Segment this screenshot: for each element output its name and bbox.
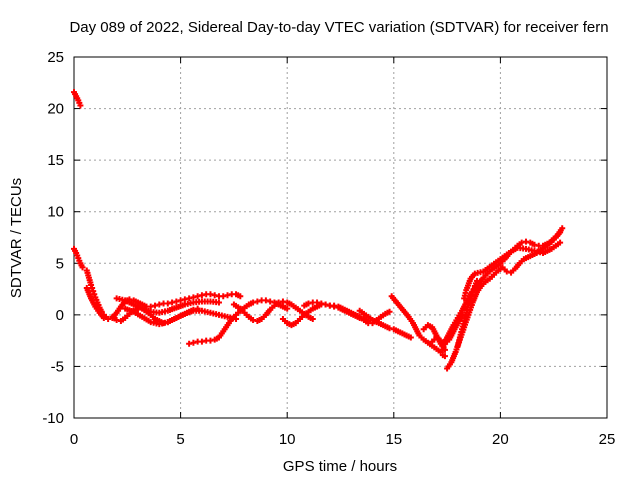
data-point — [77, 102, 84, 109]
x-axis-label: GPS time / hours — [283, 458, 397, 475]
data-point — [194, 293, 201, 300]
data-marks — [71, 89, 566, 372]
chart-title: Day 089 of 2022, Sidereal Day-to-day VTE… — [69, 19, 608, 36]
data-point — [305, 300, 312, 307]
data-point — [156, 301, 163, 308]
data-point — [224, 292, 231, 299]
data-point — [386, 325, 393, 332]
data-point — [557, 239, 564, 246]
data-point — [467, 295, 474, 302]
data-point — [194, 305, 201, 312]
data-point — [503, 268, 510, 275]
tick-labels: 0 5 10 15 20 25 -10 -5 0 5 10 15 20 25 — [42, 49, 615, 448]
data-point — [79, 264, 86, 271]
data-point — [190, 339, 197, 346]
data-point — [173, 298, 180, 305]
data-point — [237, 293, 244, 300]
data-point — [207, 337, 214, 344]
gridlines — [74, 57, 607, 418]
data-point — [518, 239, 525, 246]
data-point — [386, 308, 393, 315]
x-tick-label: 5 — [176, 431, 184, 448]
series-track-r — [461, 239, 564, 302]
data-point — [190, 306, 197, 313]
data-point — [470, 286, 477, 293]
series-track-l — [356, 307, 414, 341]
series-track-g — [109, 305, 201, 327]
data-point — [459, 311, 466, 318]
data-point — [250, 317, 257, 324]
data-point — [160, 320, 167, 327]
x-tick-label: 10 — [279, 431, 296, 448]
data-point — [522, 238, 529, 245]
data-point — [559, 225, 566, 232]
data-point — [468, 292, 475, 299]
data-point — [211, 292, 218, 299]
data-point — [220, 293, 227, 300]
series-track-k — [301, 299, 393, 327]
data-point — [322, 301, 329, 308]
data-point — [88, 281, 95, 288]
data-point — [207, 291, 214, 298]
y-tick-label: 5 — [56, 255, 64, 272]
series-track-a — [71, 89, 84, 109]
data-point — [331, 302, 338, 309]
data-point — [473, 277, 480, 284]
y-axis-label: SDTVAR / TECUs — [8, 178, 25, 298]
data-point — [198, 292, 205, 299]
series-track-s — [429, 311, 466, 347]
data-point — [198, 338, 205, 345]
data-point — [407, 334, 414, 341]
series-track-i — [230, 298, 316, 325]
series-track-q — [454, 277, 480, 349]
data-point — [169, 299, 176, 306]
data-point — [465, 301, 472, 308]
data-point — [318, 300, 325, 307]
data-point — [531, 241, 538, 248]
data-point — [469, 289, 476, 296]
series-track-e — [113, 295, 222, 316]
data-point — [186, 340, 193, 347]
data-point — [215, 299, 222, 306]
data-point — [181, 296, 188, 303]
data-point — [250, 299, 257, 306]
data-point — [177, 297, 184, 304]
data-point — [314, 299, 321, 306]
x-tick-label: 0 — [70, 431, 78, 448]
x-tick-label: 20 — [492, 431, 509, 448]
data-point — [190, 294, 197, 301]
y-tick-label: 25 — [47, 49, 64, 66]
series-track-b — [71, 245, 86, 271]
y-tick-label: 20 — [47, 101, 64, 118]
data-point — [113, 317, 120, 324]
y-tick-label: -10 — [42, 410, 64, 427]
y-tick-label: 15 — [47, 152, 64, 169]
data-point — [267, 298, 274, 305]
y-tick-label: 10 — [47, 204, 64, 221]
series-track-m — [388, 293, 448, 360]
data-point — [441, 353, 448, 360]
data-point — [147, 303, 154, 310]
data-point — [284, 305, 291, 312]
data-point — [262, 297, 269, 304]
data-point — [100, 314, 107, 321]
data-point — [254, 298, 261, 305]
data-point — [309, 315, 316, 322]
x-tick-label: 25 — [599, 431, 616, 448]
y-tick-label: -5 — [51, 358, 64, 375]
data-point — [275, 299, 282, 306]
data-point — [164, 300, 171, 307]
y-tick-label: 0 — [56, 307, 64, 324]
data-point — [466, 298, 473, 305]
x-tick-label: 15 — [385, 431, 402, 448]
data-point — [90, 288, 97, 295]
data-point — [186, 295, 193, 302]
plot-area-border — [73, 56, 608, 419]
data-point — [279, 298, 286, 305]
data-point — [105, 315, 112, 322]
data-point — [152, 302, 159, 309]
data-point — [89, 285, 96, 292]
axis-ticks — [73, 56, 608, 419]
